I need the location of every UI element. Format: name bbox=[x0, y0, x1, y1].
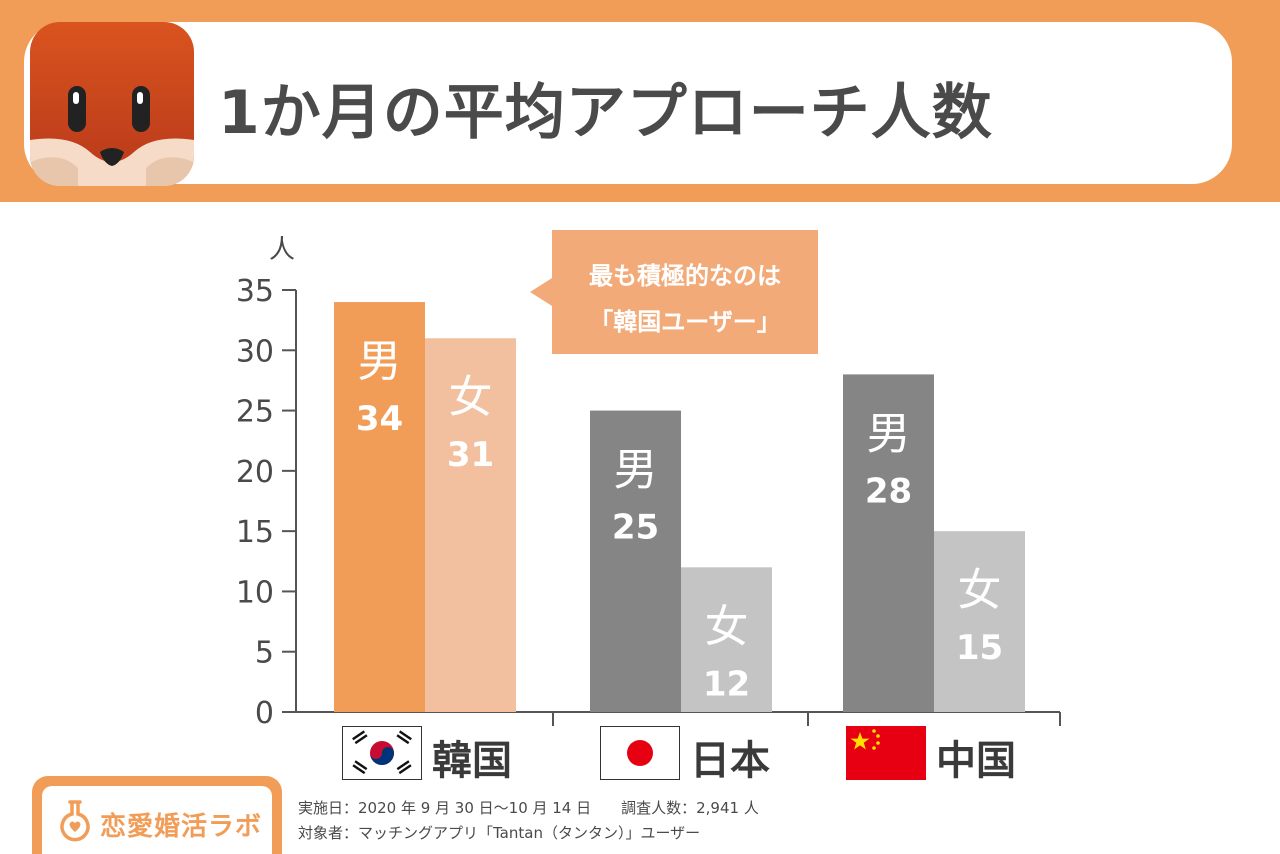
bar-series-label: 男 bbox=[867, 408, 911, 459]
bar-female bbox=[425, 338, 516, 712]
bar-series-label: 女 bbox=[449, 372, 493, 423]
bar-value-label: 12 bbox=[703, 664, 750, 704]
japan-flag-icon bbox=[600, 726, 680, 780]
brand-badge-inner: 恋愛婚活ラボ bbox=[42, 786, 272, 854]
bar-series-label: 男 bbox=[614, 445, 658, 496]
tantan-fox-app-icon bbox=[30, 22, 194, 186]
bar-female bbox=[934, 531, 1025, 712]
bar-value-label: 31 bbox=[447, 435, 494, 475]
y-tick-label: 25 bbox=[236, 395, 274, 430]
bar-value-label: 25 bbox=[612, 508, 659, 548]
china-flag-icon bbox=[846, 726, 926, 780]
country-name-japan: 日本 bbox=[690, 738, 770, 784]
country-name-korea: 韓国 bbox=[432, 738, 512, 784]
y-tick-label: 0 bbox=[255, 696, 274, 731]
callout-line-2: 「韓国ユーザー」 bbox=[589, 308, 781, 336]
footnote-target: 対象者：マッチングアプリ「Tantan（タンタン）」ユーザー bbox=[298, 824, 701, 842]
flask-heart-icon bbox=[60, 800, 90, 842]
y-tick-label: 5 bbox=[255, 636, 274, 671]
y-tick-label: 30 bbox=[236, 334, 274, 369]
bar-series-label: 男 bbox=[358, 336, 402, 387]
bar-value-label: 15 bbox=[956, 628, 1003, 668]
bar-series-label: 女 bbox=[958, 565, 1002, 616]
callout-tail bbox=[530, 278, 552, 306]
callout-box: 最も積極的なのは 「韓国ユーザー」 bbox=[530, 230, 818, 354]
bar-male bbox=[843, 374, 934, 712]
y-tick-label: 35 bbox=[236, 274, 274, 309]
y-tick-label: 15 bbox=[236, 515, 274, 550]
y-axis-label: 人 bbox=[269, 235, 295, 265]
bar-series-label: 女 bbox=[705, 601, 749, 652]
y-tick-label: 10 bbox=[236, 575, 274, 610]
bar-value-label: 28 bbox=[865, 471, 912, 511]
bar-female bbox=[681, 567, 772, 712]
south-korea-flag-icon bbox=[342, 726, 422, 780]
brand-badge: 恋愛婚活ラボ bbox=[32, 776, 282, 854]
callout-line-1: 最も積極的なのは bbox=[589, 262, 781, 290]
country-name-china: 中国 bbox=[936, 738, 1016, 784]
y-tick-label: 20 bbox=[236, 455, 274, 490]
brand-name: 恋愛婚活ラボ bbox=[100, 812, 263, 842]
bar-male bbox=[590, 410, 681, 712]
page-title: 1か月の平均アプローチ人数 bbox=[218, 78, 993, 148]
bar-male bbox=[334, 302, 425, 712]
bar-value-label: 34 bbox=[356, 399, 403, 439]
title-card bbox=[24, 22, 1232, 184]
footnote-survey-info: 実施日：2020 年 9 月 30 日〜10 月 14 日 調査人数：2,941… bbox=[298, 799, 759, 817]
